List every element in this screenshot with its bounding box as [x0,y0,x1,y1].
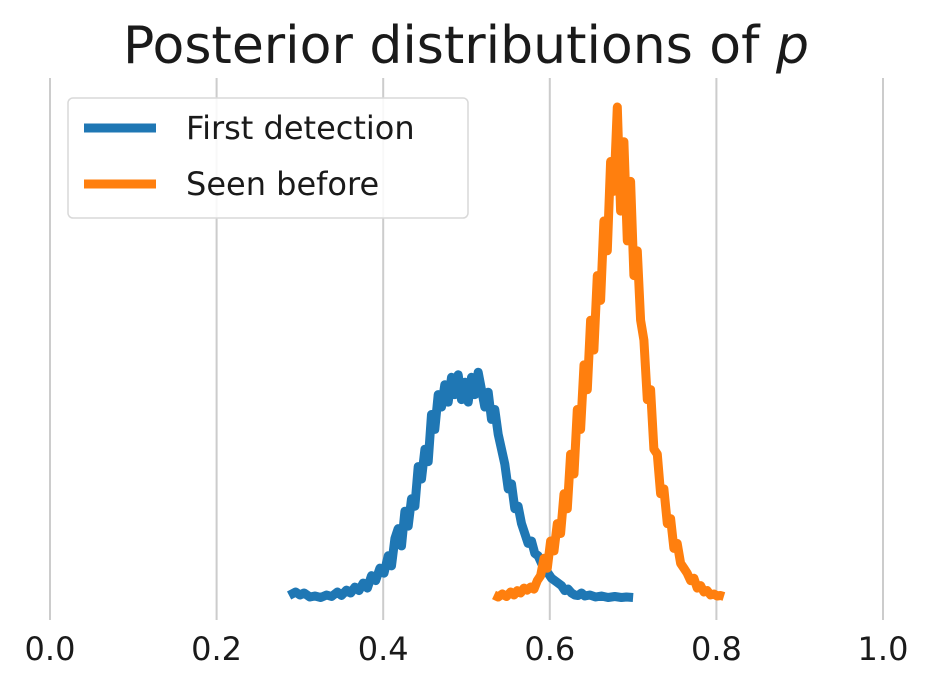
x-tick-label: 0.2 [191,630,242,668]
x-tick-label: 0.0 [25,630,76,668]
series-line-first-detection [286,367,634,602]
x-tick-label: 0.4 [358,630,409,668]
legend-label: Seen before [186,165,379,203]
chart-title: Posterior distributions of p [123,16,809,76]
legend-box [67,97,469,219]
series-lines [286,102,726,602]
series-line-seen-before [492,102,726,602]
x-tick-label: 0.6 [524,630,575,668]
x-tick-label: 1.0 [858,630,909,668]
legend: First detection Seen before [67,97,469,219]
x-tick-label: 0.8 [691,630,742,668]
legend-label: First detection [186,109,415,147]
x-tick-labels: 0.0 0.2 0.4 0.6 0.8 1.0 [25,630,909,668]
